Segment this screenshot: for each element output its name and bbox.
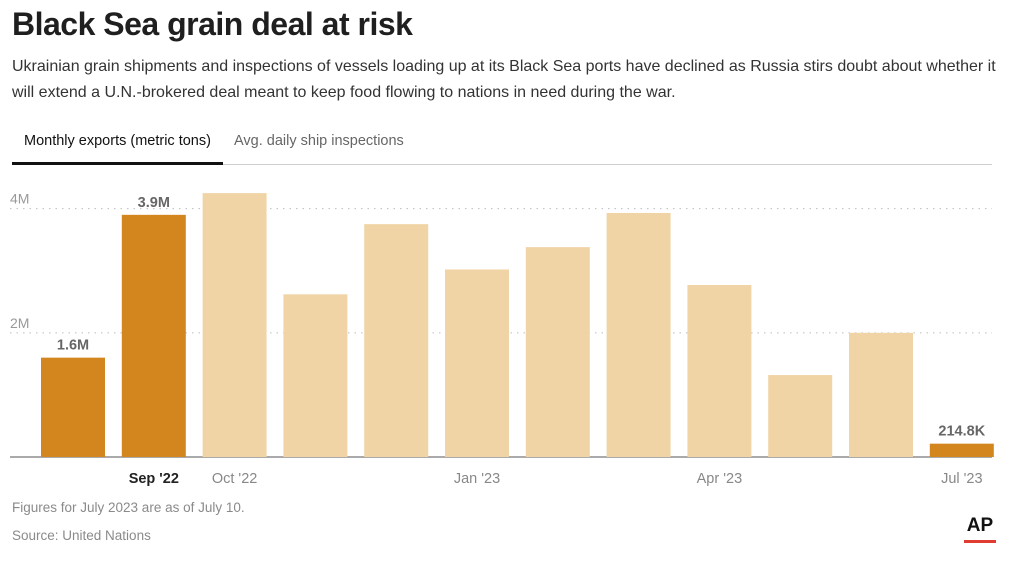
bar-9 [768,375,833,457]
bar-0 [41,357,105,457]
ap-logo-underline [964,540,996,543]
data-label-0: 1.6M [57,338,89,354]
bar-1 [121,214,186,457]
y-tick-label: 2M [10,315,29,331]
x-tick-label-2: Oct '22 [212,471,257,487]
page-subtitle: Ukrainian grain shipments and inspection… [12,58,996,101]
x-tick-label-5: Jan '23 [454,471,500,487]
data-label-11: 214.8K [938,424,985,440]
bar-7 [606,212,671,457]
ap-logo-text: AP [966,515,994,536]
footnote: Figures for July 2023 are as of July 10. [12,500,245,515]
page-title: Black Sea grain deal at risk [12,6,413,42]
bar-2 [202,193,267,457]
chart-tabs: Monthly exports (metric tons) Avg. daily… [12,126,992,165]
exports-bar-chart: 2M 4M 1.6M 3.9M 214.8K Sep '22 Oct '22 Jan '2… [10,191,994,487]
data-label-1: 3.9M [138,195,170,211]
bar-6 [525,247,590,457]
bar-3 [283,294,348,457]
tab-monthly-exports[interactable]: Monthly exports (metric tons) [12,126,223,165]
bar-4 [364,224,429,457]
x-tick-layer: Sep '22 Oct '22 Jan '23 Apr '23 Jul '23 [129,471,983,487]
x-tick-label-11: Jul '23 [941,471,982,487]
y-tick-label: 4M [10,191,29,207]
bar-5 [445,269,509,457]
ap-logo: AP [964,516,996,543]
data-label-layer: 1.6M 3.9M 214.8K [57,195,986,440]
bar-8 [687,285,752,457]
tab-ship-inspections[interactable]: Avg. daily ship inspections [234,133,404,149]
bar-11 [929,443,994,457]
x-tick-label-1: Sep '22 [129,471,179,487]
bar-layer [41,193,994,457]
source-line: Source: United Nations [12,528,151,543]
x-tick-label-8: Apr '23 [697,471,743,487]
bar-10 [849,332,913,457]
